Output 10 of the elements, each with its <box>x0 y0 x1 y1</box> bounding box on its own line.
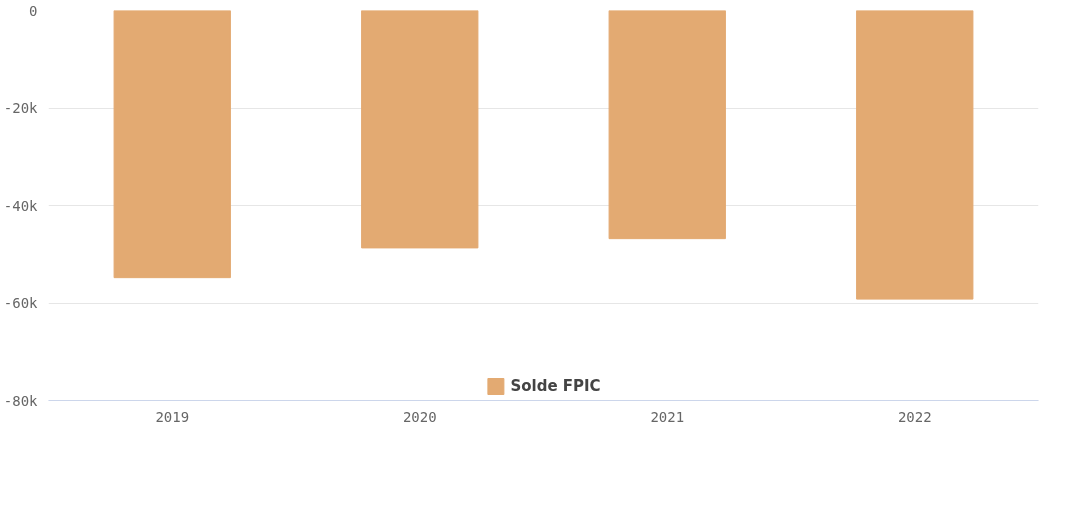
y-tick-label: -20k <box>3 100 39 116</box>
x-tick-label: 2020 <box>402 408 437 425</box>
y-tick-label: -60k <box>3 295 39 311</box>
y-tick-label: -40k <box>3 197 39 214</box>
legend-label: Solde FPIC <box>510 377 601 395</box>
y-tick-label: -80k <box>3 392 39 409</box>
x-tick-label: 2019 <box>155 408 190 425</box>
x-tick-label: 2021 <box>650 408 685 425</box>
x-tick-label: 2022 <box>897 408 932 425</box>
y-tick-label: 0 <box>29 2 38 19</box>
